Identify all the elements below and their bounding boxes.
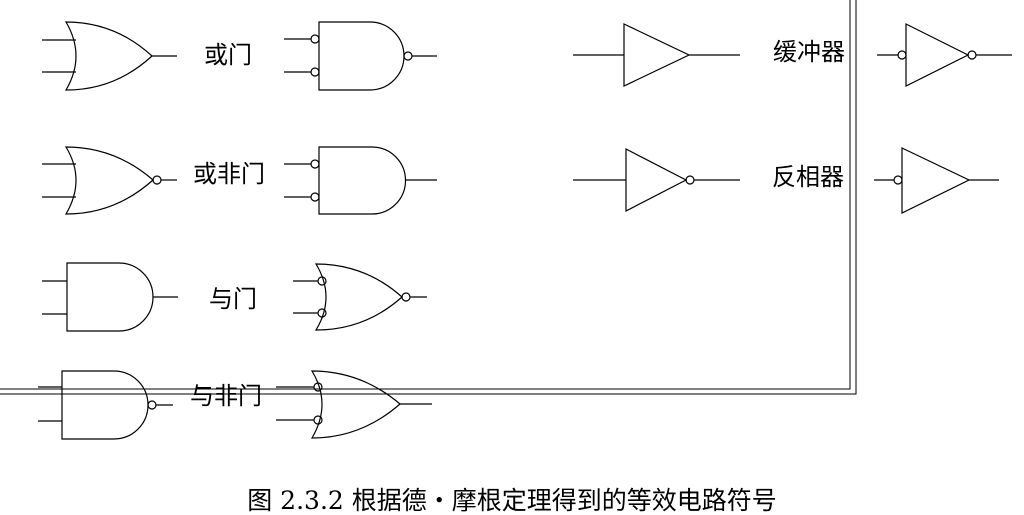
and-gate-symbol bbox=[42, 262, 178, 332]
nand-gate-label: 与非门 bbox=[190, 382, 262, 410]
inverter-symbol bbox=[573, 148, 740, 212]
nor-gate-label: 或非门 bbox=[193, 160, 265, 188]
and-gate-label: 与门 bbox=[209, 285, 257, 313]
or-gate-label: 或门 bbox=[204, 41, 252, 69]
frame-border bbox=[0, 0, 857, 395]
buffer-label: 缓冲器 bbox=[773, 38, 845, 66]
or-gate-symbol bbox=[42, 21, 177, 91]
and-gate-inverted-inputs-symbol-2 bbox=[284, 146, 437, 215]
nor-gate-symbol bbox=[42, 146, 177, 215]
or-gate-inverted-inputs-symbol bbox=[276, 370, 432, 439]
buffer-symbol bbox=[573, 23, 740, 87]
buffer-inverted-symbol bbox=[877, 23, 1012, 87]
nand-gate-symbol bbox=[38, 370, 173, 440]
or-gate-inverted-symbol bbox=[293, 263, 427, 331]
inverter-label: 反相器 bbox=[772, 163, 844, 191]
figure-caption: 图 2.3.2 根据德・摩根定理得到的等效电路符号 bbox=[247, 486, 777, 515]
inverter-equivalent-symbol bbox=[874, 147, 999, 214]
and-gate-inverted-inputs-symbol bbox=[284, 21, 437, 91]
